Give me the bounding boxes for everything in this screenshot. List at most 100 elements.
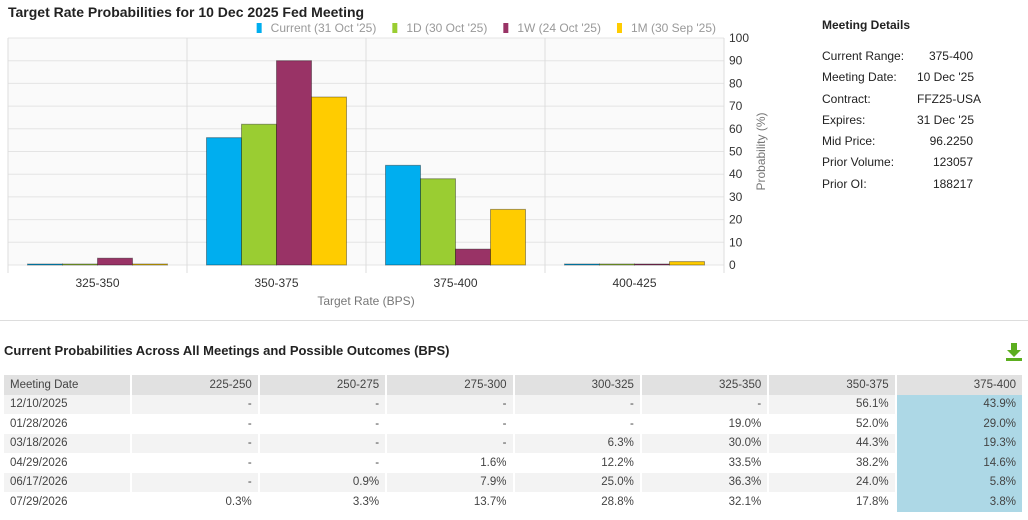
meeting-date-cell: 07/29/2026 (4, 492, 133, 512)
probability-cell: 28.8% (513, 492, 642, 512)
y-tick-label: 0 (729, 258, 736, 272)
bar-3-3 (669, 261, 705, 266)
detail-value: 10 Dec '25 (917, 70, 974, 85)
table-row: 07/29/2026 0.3% 3.3% 13.7% 28.8% 32.1% 17.8% 3.… (4, 492, 1025, 512)
probability-cell: 19.3% (895, 433, 1025, 453)
detail-row: Current Range: 375-400 (822, 46, 973, 67)
probability-cell: 30.0% (640, 433, 770, 453)
y-tick-label: 100 (729, 31, 749, 45)
column-header[interactable]: 250-275 (258, 375, 388, 395)
probability-cell: 56.1% (768, 394, 897, 414)
probabilities-table: Meeting Date 225-250 250-275 275-300 300-325… (4, 375, 1025, 512)
probability-cell: 12.2% (513, 453, 642, 473)
meeting-details-title: Meeting Details (822, 18, 911, 32)
bar-1-1 (241, 123, 277, 266)
detail-value: 188217 (932, 176, 973, 191)
x-tick-label: 375-400 (433, 276, 477, 290)
y-axis-title: Probability (%) (754, 112, 768, 190)
probability-cell: - (513, 414, 642, 434)
detail-value: 31 Dec '25 (917, 112, 974, 127)
column-header[interactable]: 325-350 (640, 375, 770, 395)
column-header[interactable]: 225-250 (131, 375, 260, 395)
bar-0-3 (564, 263, 600, 266)
probability-cell: - (258, 414, 388, 434)
y-tick-label: 40 (729, 167, 743, 181)
divider (0, 320, 1028, 321)
probability-cell: - (131, 394, 260, 414)
y-tick-label: 10 (729, 235, 743, 249)
column-header[interactable]: 300-325 (513, 375, 642, 395)
bar-0-1 (206, 137, 242, 266)
download-icon[interactable] (1006, 343, 1022, 361)
meeting-details: Meeting Details Current Range: 375-400 Mee… (822, 18, 981, 195)
probability-cell: - (131, 414, 260, 434)
bar-3-1 (311, 96, 347, 266)
x-tick-label: 400-425 (612, 276, 656, 290)
y-tick-label: 60 (729, 122, 743, 136)
legend-swatch (256, 23, 262, 33)
detail-label: Meeting Date: (822, 70, 897, 85)
y-tick-label: 80 (729, 76, 743, 90)
detail-label: Mid Price: (822, 134, 876, 149)
column-header[interactable]: 350-375 (768, 375, 897, 395)
meeting-date-cell: 06/17/2026 (4, 472, 133, 492)
x-tick-label: 325-350 (75, 276, 119, 290)
probability-cell: 6.3% (513, 433, 642, 453)
meeting-date-cell: 03/18/2026 (4, 433, 133, 453)
probability-cell: 29.0% (895, 414, 1025, 434)
bar-1-0 (62, 263, 98, 266)
legend-label: Current (31 Oct '25) (271, 21, 377, 35)
bar-1-2 (420, 178, 456, 266)
probability-cell: 52.0% (768, 414, 897, 434)
detail-label: Expires: (822, 112, 866, 127)
probability-cell: 14.6% (895, 453, 1025, 473)
legend-swatch (616, 23, 622, 33)
legend-label: 1D (30 Oct '25) (406, 21, 487, 35)
probability-cell: 44.3% (768, 433, 897, 453)
probability-cell: 7.9% (386, 472, 515, 492)
detail-row: Expires: 31 Dec '25 (822, 110, 974, 131)
legend-swatch (503, 23, 509, 33)
probability-cell: 19.0% (640, 414, 770, 434)
y-tick-label: 20 (729, 213, 743, 227)
table-row: 12/10/2025- - - - -56.1% 43.9% (4, 394, 1025, 414)
probability-cell: - (386, 433, 515, 453)
table-row: 04/29/2026- -1.6% 12.2% 33.5% 38.2% 14.6% (4, 453, 1025, 473)
meeting-date-cell: 01/28/2026 (4, 414, 133, 434)
detail-label: Prior Volume: (822, 155, 895, 170)
probability-cell: 43.9% (895, 394, 1025, 414)
probability-cell: 1.6% (386, 453, 515, 473)
probability-cell: - (131, 472, 260, 492)
table-title: Current Probabilities Across All Meeting… (4, 343, 450, 358)
x-tick-label: 350-375 (254, 276, 298, 290)
detail-row: Contract: FFZ25-USA (822, 89, 981, 110)
probability-cell: 33.5% (640, 453, 770, 473)
detail-row: Mid Price: 96.2250 (822, 131, 973, 152)
probability-cell: - (258, 394, 388, 414)
probability-cell: - (258, 433, 388, 453)
detail-row: Meeting Date: 10 Dec '25 (822, 67, 974, 88)
probability-cell: 38.2% (768, 453, 897, 473)
table-row: 03/18/2026- - -6.3% 30.0% 44.3% 19.3% (4, 433, 1025, 453)
bar-3-2 (490, 208, 526, 266)
detail-label: Contract: (822, 91, 871, 106)
probability-cell: - (258, 453, 388, 473)
detail-value: 123057 (932, 155, 973, 170)
y-tick-label: 70 (729, 99, 743, 113)
bar-2-1 (276, 60, 312, 266)
probability-cell: 17.8% (768, 492, 897, 512)
bar-0-2 (385, 164, 421, 266)
probability-cell: - (386, 414, 515, 434)
column-header[interactable]: Meeting Date (4, 375, 133, 395)
column-header[interactable]: 275-300 (386, 375, 515, 395)
x-axis-title: Target Rate (BPS) (317, 294, 414, 308)
probability-cell: - (131, 433, 260, 453)
probability-cell: 36.3% (640, 472, 770, 492)
column-header[interactable]: 375-400 (895, 375, 1025, 395)
legend-label: 1M (30 Sep '25) (631, 21, 716, 35)
bar-2-0 (97, 257, 133, 266)
y-tick-label: 50 (729, 145, 743, 159)
legend-label: 1W (24 Oct '25) (517, 21, 601, 35)
table-row: 01/28/2026- - - -19.0% 52.0% 29.0% (4, 414, 1025, 434)
probability-cell: 24.0% (768, 472, 897, 492)
